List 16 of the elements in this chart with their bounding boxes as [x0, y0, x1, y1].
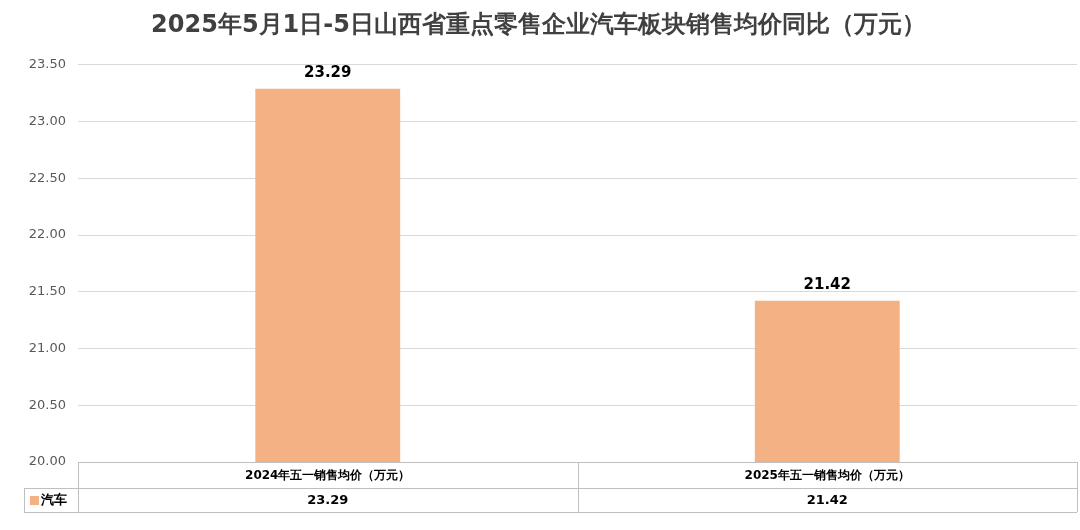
y-tick-label: 21.00	[28, 339, 66, 355]
chart-title: 2025年5月1日-5日山西省重点零售企业汽车板块销售均价同比（万元）	[151, 9, 926, 38]
y-tick-label: 22.50	[28, 169, 66, 185]
y-tick-label: 22.00	[28, 226, 66, 242]
data-label: 23.29	[307, 492, 349, 508]
x-tick-label: 2024年五一销售均价（万元）	[245, 468, 411, 483]
annotation: 23.29	[304, 63, 352, 82]
legend-label: 汽车	[40, 492, 67, 508]
y-tick-label: 23.00	[28, 112, 66, 128]
annotation: 21.42	[803, 275, 851, 294]
y-tick-label: 20.50	[28, 396, 66, 412]
y-tick-label: 20.00	[28, 453, 66, 469]
y-tick-label: 21.50	[28, 283, 66, 299]
y-tick-label: 23.50	[28, 56, 66, 72]
x-tick-label: 2025年五一销售均价（万元）	[744, 468, 910, 483]
data-label: 21.42	[806, 492, 848, 508]
